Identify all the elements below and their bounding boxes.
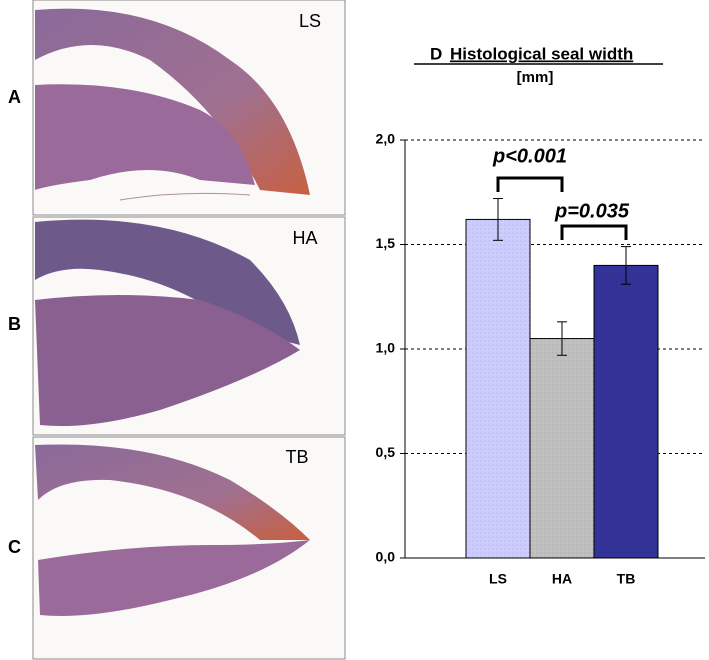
tissue <box>35 444 310 540</box>
x-tick-label: HA <box>552 571 572 587</box>
p-value: p<0.001 <box>492 145 567 167</box>
y-tick-label: 1,5 <box>376 235 396 251</box>
chart-panel-letter: D <box>430 44 442 63</box>
tissue <box>119 192 251 201</box>
y-tick-label: 1,0 <box>376 340 396 356</box>
panel-label: LS <box>299 11 321 31</box>
bar-texture <box>594 265 658 558</box>
y-tick-label: 2,0 <box>376 131 396 147</box>
x-tick-label: LS <box>489 571 507 587</box>
panel-label: TB <box>285 447 308 467</box>
tissue <box>35 84 255 190</box>
bar-texture <box>530 338 594 558</box>
panel-letter: C <box>8 537 21 557</box>
significance-bracket <box>560 224 628 240</box>
tissue <box>35 8 310 196</box>
panel-letter: B <box>8 314 21 334</box>
significance-bracket <box>496 176 564 192</box>
panel-a: A LS <box>8 0 346 216</box>
y-tick-label: 0,5 <box>376 444 396 460</box>
chart-subtitle: [mm] <box>517 69 554 86</box>
panel-c: C TB <box>8 436 346 660</box>
panel-b: B HA <box>8 216 346 436</box>
y-tick-label: 0,0 <box>376 549 396 565</box>
p-value: p=0.035 <box>554 200 630 222</box>
panel-label: HA <box>292 228 317 248</box>
chart-title: Histological seal width <box>450 44 633 63</box>
tissue <box>38 540 310 616</box>
bar-texture <box>466 219 530 559</box>
x-tick-label: TB <box>617 571 636 587</box>
tissue <box>35 295 300 426</box>
panel-letter: A <box>8 87 21 107</box>
